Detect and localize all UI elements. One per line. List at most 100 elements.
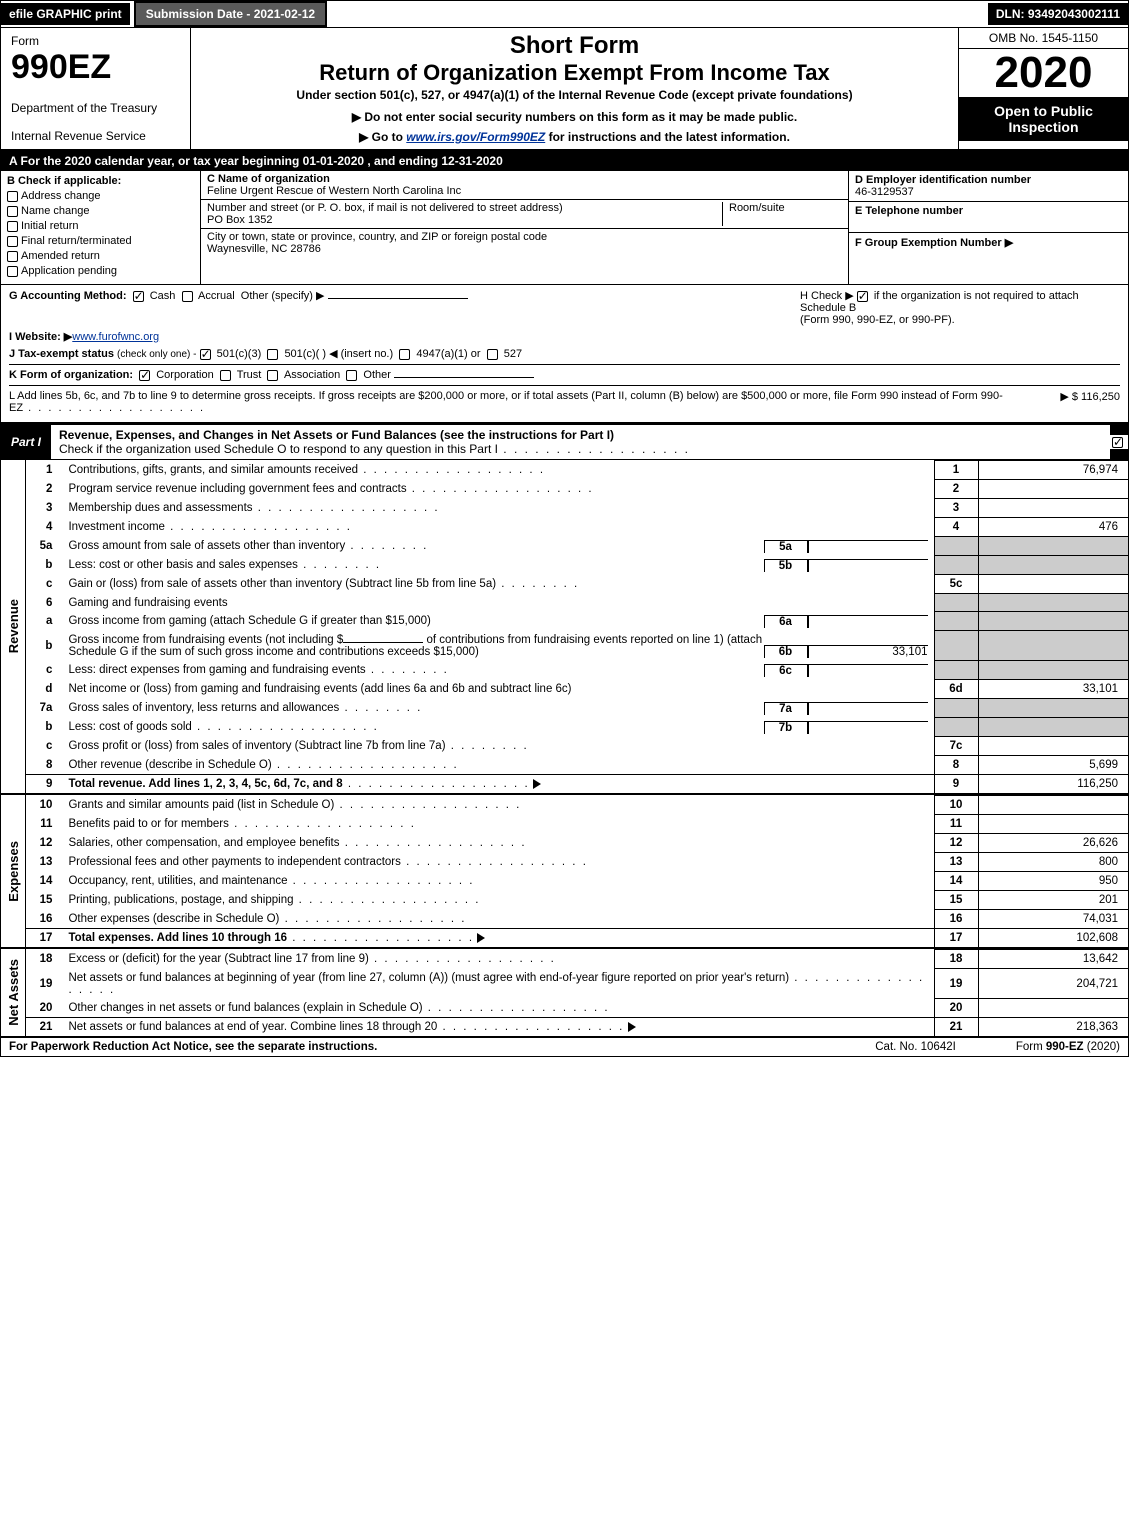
checkbox-icon[interactable] (7, 266, 18, 277)
checkbox-other-org-icon[interactable] (346, 370, 357, 381)
line-19: 19Net assets or fund balances at beginni… (26, 969, 1128, 999)
checkbox-trust-icon[interactable] (220, 370, 231, 381)
line-8: 8Other revenue (describe in Schedule O)8… (26, 756, 1128, 775)
part-1-label: Part I (1, 432, 51, 452)
line-17: 17Total expenses. Add lines 10 through 1… (26, 929, 1128, 948)
opt-final-return: Final return/terminated (7, 235, 194, 247)
line-12: 12Salaries, other compensation, and empl… (26, 834, 1128, 853)
part-1-check (1110, 435, 1128, 449)
irs-link[interactable]: www.irs.gov/Form990EZ (406, 130, 545, 144)
line-11: 11Benefits paid to or for members11 (26, 815, 1128, 834)
room-label: Room/suite (729, 202, 842, 214)
ein-label: D Employer identification number (855, 174, 1122, 186)
expenses-side-label: Expenses (1, 795, 26, 947)
opt-application-pending: Application pending (7, 265, 194, 277)
street-label: Number and street (or P. O. box, if mail… (207, 202, 722, 214)
line-6: 6Gaming and fundraising events (26, 594, 1128, 612)
line-7c: cGross profit or (loss) from sales of in… (26, 737, 1128, 756)
opt-address-change: Address change (7, 190, 194, 202)
form-ref: Form 990-EZ (2020) (1016, 1041, 1120, 1053)
tel-cell: E Telephone number (849, 202, 1128, 233)
check-if-applicable: B Check if applicable: Address change Na… (1, 171, 201, 284)
checkbox-schedule-o-icon[interactable] (1112, 437, 1123, 448)
checkbox-4947-icon[interactable] (399, 349, 410, 360)
checkbox-icon[interactable] (7, 236, 18, 247)
checkbox-501c-icon[interactable] (267, 349, 278, 360)
website-row: I Website: ▶www.furofwnc.org (9, 330, 1120, 343)
opt-initial-return: Initial return (7, 220, 194, 232)
line-5a: 5aGross amount from sale of assets other… (26, 537, 1128, 556)
dln-label: DLN: 93492043002111 (988, 3, 1128, 25)
checkbox-accrual-icon[interactable] (182, 291, 193, 302)
page-footer: For Paperwork Reduction Act Notice, see … (1, 1036, 1128, 1056)
checkbox-assoc-icon[interactable] (267, 370, 278, 381)
triangle-icon (477, 933, 485, 943)
inspection-box: Open to Public Inspection (959, 97, 1128, 141)
line-2: 2Program service revenue including gover… (26, 480, 1128, 499)
ein-cell: D Employer identification number 46-3129… (849, 171, 1128, 202)
header-left: Form 990EZ Department of the Treasury In… (1, 28, 191, 149)
net-assets-side-label: Net Assets (1, 949, 26, 1036)
form-of-org-row: K Form of organization: Corporation Trus… (9, 364, 1120, 381)
line-9: 9Total revenue. Add lines 1, 2, 3, 4, 5c… (26, 775, 1128, 794)
opt-amended-return: Amended return (7, 250, 194, 262)
checkbox-icon[interactable] (7, 191, 18, 202)
line-l-row: L Add lines 5b, 6c, and 7b to line 9 to … (9, 385, 1120, 414)
other-blank (328, 298, 468, 299)
name-block: C Name of organization Feline Urgent Res… (201, 171, 848, 284)
checkbox-icon[interactable] (7, 206, 18, 217)
org-name-row: C Name of organization Feline Urgent Res… (201, 171, 848, 200)
submission-date: Submission Date - 2021-02-12 (134, 1, 327, 27)
section-b: B Check if applicable: Address change Na… (1, 171, 1128, 285)
expenses-table: 10Grants and similar amounts paid (list … (26, 795, 1128, 947)
accounting-method: G Accounting Method: Cash Accrual Other … (9, 289, 800, 326)
tax-year: 2020 (959, 49, 1128, 97)
line-7b: bLess: cost of goods sold7b (26, 718, 1128, 737)
inspection: Inspection (965, 119, 1122, 135)
city-row: City or town, state or province, country… (201, 229, 848, 257)
triangle-icon (533, 779, 541, 789)
checkbox-icon[interactable] (7, 251, 18, 262)
line-18: 18Excess or (deficit) for the year (Subt… (26, 950, 1128, 969)
checkbox-501c3-icon[interactable] (200, 349, 211, 360)
other-org-blank (394, 377, 534, 378)
row-g-h: G Accounting Method: Cash Accrual Other … (9, 289, 1120, 326)
open-public: Open to Public (965, 103, 1122, 119)
tax-year-line: A For the 2020 calendar year, or tax yea… (1, 151, 1128, 171)
line-6c: cLess: direct expenses from gaming and f… (26, 661, 1128, 680)
dept-treasury: Department of the Treasury (11, 101, 180, 115)
net-assets-section: Net Assets 18Excess or (deficit) for the… (1, 947, 1128, 1036)
checkbox-cash-icon[interactable] (133, 291, 144, 302)
l-text: L Add lines 5b, 6c, and 7b to line 9 to … (9, 390, 1010, 414)
form-word: Form (11, 34, 180, 48)
header-mid: Short Form Return of Organization Exempt… (191, 28, 958, 149)
city-value: Waynesville, NC 28786 (207, 243, 547, 255)
checkbox-527-icon[interactable] (487, 349, 498, 360)
line-6a: aGross income from gaming (attach Schedu… (26, 612, 1128, 631)
line-15: 15Printing, publications, postage, and s… (26, 891, 1128, 910)
return-title: Return of Organization Exempt From Incom… (201, 60, 948, 86)
line-1: 1Contributions, gifts, grants, and simil… (26, 461, 1128, 480)
line-14: 14Occupancy, rent, utilities, and mainte… (26, 872, 1128, 891)
line-5c: cGain or (loss) from sale of assets othe… (26, 575, 1128, 594)
j-label: J Tax-exempt status (9, 348, 114, 360)
cat-number: Cat. No. 10642I (875, 1041, 956, 1053)
triangle-icon (628, 1022, 636, 1032)
checkbox-corp-icon[interactable] (139, 370, 150, 381)
line-7a: 7aGross sales of inventory, less returns… (26, 699, 1128, 718)
subtitle: Under section 501(c), 527, or 4947(a)(1)… (201, 88, 948, 102)
net-assets-table: 18Excess or (deficit) for the year (Subt… (26, 949, 1128, 1036)
checkbox-h-icon[interactable] (857, 291, 868, 302)
line-6b: bGross income from fundraising events (n… (26, 631, 1128, 661)
city-label: City or town, state or province, country… (207, 231, 547, 243)
website-link[interactable]: www.furofwnc.org (72, 331, 159, 343)
opt-name-change: Name change (7, 205, 194, 217)
checkbox-icon[interactable] (7, 221, 18, 232)
revenue-table: 1Contributions, gifts, grants, and simil… (26, 460, 1128, 793)
revenue-section: Revenue 1Contributions, gifts, grants, a… (1, 460, 1128, 793)
right-column: D Employer identification number 46-3129… (848, 171, 1128, 284)
part-1-title: Revenue, Expenses, and Changes in Net As… (51, 425, 1110, 459)
goto-pre: ▶ Go to (359, 130, 406, 144)
form-990ez-page: efile GRAPHIC print Submission Date - 20… (0, 0, 1129, 1057)
tel-label: E Telephone number (855, 205, 1122, 217)
